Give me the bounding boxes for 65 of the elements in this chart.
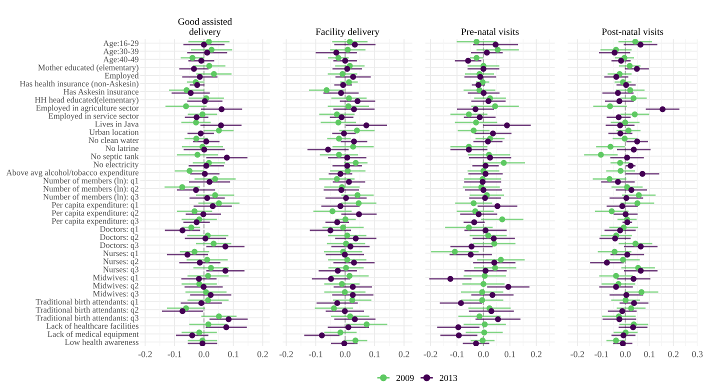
y-tick-label: Doctors: q2: [100, 234, 138, 242]
y-tick-label: No electricity: [93, 161, 139, 169]
x-tick-label: 0.0: [478, 351, 489, 358]
x-tick-label: -0.1: [168, 351, 182, 358]
y-tick-label: Age:40-49: [103, 56, 138, 64]
y-tick-label: Urban location: [89, 129, 139, 135]
x-tick-label: 0.2: [668, 351, 679, 358]
y-tick-label: Number of members (ln): q3: [43, 194, 138, 202]
y-tick-label: Age:16-29: [103, 40, 138, 48]
x-tick-label: 0.2: [531, 351, 542, 358]
legend-label: 2013: [440, 374, 458, 382]
y-tick-label: Nurses: q2: [103, 258, 138, 266]
chart-title: Post-natal visits: [602, 28, 664, 36]
y-tick-label: Number of members (ln): q1: [43, 178, 138, 186]
x-tick-label: -0.1: [450, 351, 464, 358]
y-tick-label: Midwives: q2: [92, 282, 138, 290]
y-tick-label: Has health insurance (non-Askesin): [20, 80, 138, 88]
y-tick-label: Doctors: q3: [100, 242, 138, 250]
y-tick-label: Lives in Java: [95, 121, 139, 127]
y-tick-label: Per capita expenditure: q1: [52, 202, 138, 210]
x-tick-label: -0.2: [138, 351, 152, 358]
y-tick-label: Employed in service sector: [48, 112, 139, 121]
y-tick-label: Traditional birth attendants: q2: [36, 306, 138, 314]
chart-title: Good assisted delivery: [178, 18, 232, 38]
y-tick-label: No latrine: [105, 145, 139, 152]
y-tick-label: Age:30-39: [103, 48, 138, 56]
y-tick-label: Mother educated (elementary): [38, 64, 138, 72]
y-tick-label: Above avg alcohol/tobacco expenditure: [6, 169, 139, 178]
legend-label: 2009: [396, 374, 414, 382]
x-tick-label: 0.2: [257, 351, 268, 358]
x-tick-label: 0.1: [504, 351, 515, 358]
y-tick-label: Lack of healthcare facilities: [46, 322, 138, 329]
x-tick-label: 0.1: [369, 351, 380, 358]
y-tick-label: Midwives: q1: [92, 274, 138, 282]
y-tick-label: Employed: [104, 72, 139, 80]
x-tick-label: -0.1: [594, 351, 608, 358]
y-tick-label: No septic tank: [90, 153, 139, 161]
y-tick-label: No clean water: [88, 137, 139, 144]
x-tick-label: 0.1: [228, 351, 238, 358]
x-tick-label: -0.2: [424, 351, 438, 358]
x-tick-label: 0.0: [198, 351, 210, 358]
x-tick-label: 0.1: [644, 351, 654, 358]
y-tick-label: Employed in agriculture sector: [36, 104, 139, 112]
x-tick-label: -0.2: [570, 351, 584, 358]
y-tick-label: Number of members (ln): q2: [43, 186, 138, 194]
x-tick-label: 0.2: [398, 351, 410, 358]
y-tick-label: Has Askesin insurance: [64, 88, 138, 95]
chart-title: Pre-natal visits: [461, 28, 519, 36]
y-tick-label: Nurses: q3: [103, 266, 138, 274]
chart-title: Facility delivery: [316, 28, 380, 38]
x-tick-label: 0.0: [620, 351, 631, 358]
x-tick-label: -0.1: [308, 351, 322, 358]
y-tick-label: Nurses: q1: [103, 250, 138, 258]
y-tick-label: Low health awareness: [64, 339, 138, 345]
y-tick-label: Traditional birth attendants: q3: [36, 314, 138, 322]
y-tick-label: Midwives: q3: [92, 290, 138, 298]
y-tick-label: Per capita expenditure: q3: [52, 218, 138, 226]
x-tick-label: 0.0: [340, 351, 350, 358]
y-tick-label: Doctors: q1: [100, 226, 138, 234]
y-tick-label: Lack of medical equipment: [48, 330, 139, 339]
x-tick-label: 0.3: [692, 351, 703, 358]
y-tick-label: HH head educated(elementary): [34, 96, 138, 104]
y-tick-label: Per capita expenditure: q2: [52, 210, 138, 218]
y-tick-label: Traditional birth attendants: q1: [36, 298, 138, 306]
x-tick-label: -0.2: [279, 351, 293, 358]
